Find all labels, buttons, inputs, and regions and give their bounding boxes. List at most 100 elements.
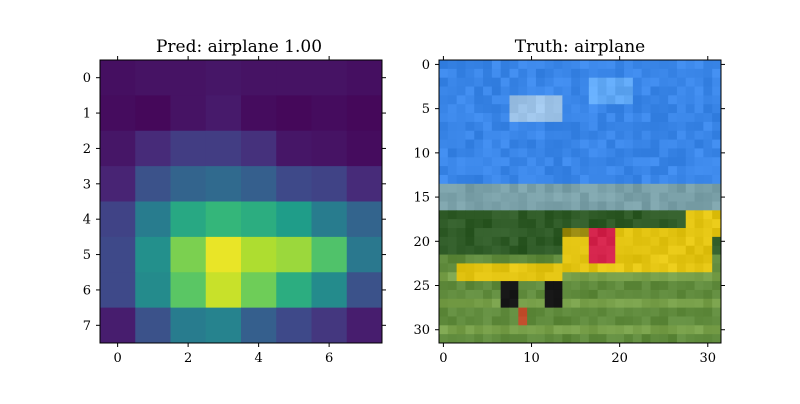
image-pixel [685, 183, 696, 194]
image-pixel [685, 139, 696, 149]
image-pixel [588, 272, 599, 282]
image-pixel [632, 130, 643, 141]
image-pixel [597, 174, 607, 185]
image-pixel [659, 316, 669, 326]
image-pixel [712, 245, 722, 256]
image-pixel [668, 113, 678, 123]
image-pixel [659, 148, 669, 158]
image-pixel [712, 139, 722, 149]
image-pixel [659, 104, 669, 114]
image-pixel [597, 201, 607, 211]
image-pixel [456, 139, 466, 149]
image-pixel [518, 201, 528, 211]
image-pixel [624, 183, 634, 194]
image-pixel [500, 157, 510, 167]
image-pixel [509, 130, 519, 141]
image-pixel [474, 68, 484, 79]
image-pixel [668, 236, 678, 247]
image-pixel [456, 86, 466, 96]
image-pixel [597, 130, 607, 141]
heatmap-cell [276, 166, 312, 202]
image-pixel [624, 86, 634, 96]
image-pixel [668, 174, 678, 185]
image-pixel [553, 316, 563, 326]
image-pixel [650, 139, 660, 149]
image-pixel [694, 219, 704, 229]
image-pixel [712, 148, 722, 158]
image-pixel [641, 174, 651, 185]
x-tick-label: 4 [254, 351, 262, 366]
image-pixel [544, 263, 555, 273]
heatmap-cell [100, 130, 136, 167]
image-pixel [632, 183, 643, 194]
image-pixel [624, 166, 634, 176]
image-pixel [703, 210, 713, 220]
image-pixel [597, 228, 607, 238]
image-pixel [553, 95, 563, 105]
image-pixel [439, 289, 449, 300]
image-pixel [562, 298, 572, 309]
image-pixel [685, 130, 696, 141]
image-pixel [615, 316, 625, 326]
image-pixel [597, 245, 607, 256]
image-pixel [474, 86, 484, 96]
image-pixel [439, 157, 449, 167]
image-pixel [465, 201, 475, 211]
image-pixel [465, 245, 475, 256]
heatmap-cell [100, 272, 136, 309]
image-pixel [518, 130, 528, 141]
image-pixel [491, 60, 502, 70]
heatmap-cell [170, 307, 207, 344]
image-pixel [588, 121, 599, 132]
image-pixel [439, 316, 449, 326]
image-pixel [518, 121, 528, 132]
image-pixel [474, 166, 484, 176]
image-pixel [712, 210, 722, 220]
image-pixel [500, 263, 510, 273]
image-pixel [597, 121, 607, 132]
image-pixel [685, 289, 696, 300]
image-pixel [624, 272, 634, 282]
image-pixel [624, 325, 634, 335]
image-pixel [615, 263, 625, 273]
heatmap-cell [135, 201, 171, 238]
image-pixel [544, 121, 555, 132]
image-pixel [624, 139, 634, 149]
image-pixel [685, 254, 696, 264]
image-pixel [518, 316, 528, 326]
image-pixel [456, 95, 466, 105]
image-pixel [597, 334, 607, 344]
image-pixel [606, 245, 616, 256]
image-pixel [544, 219, 555, 229]
image-pixel [606, 289, 616, 300]
image-pixel [632, 86, 643, 96]
image-pixel [456, 210, 466, 220]
image-pixel [509, 86, 519, 96]
image-pixel [668, 86, 678, 96]
image-pixel [500, 86, 510, 96]
image-pixel [676, 281, 687, 291]
image-pixel [509, 219, 519, 229]
image-pixel [544, 104, 555, 114]
image-pixel [535, 210, 546, 220]
image-pixel [465, 121, 475, 132]
image-pixel [509, 334, 519, 344]
image-pixel [694, 254, 704, 264]
image-pixel [518, 183, 528, 194]
image-pixel [676, 210, 687, 220]
image-pixel [615, 86, 625, 96]
image-pixel [641, 228, 651, 238]
image-pixel [509, 228, 519, 238]
image-pixel [624, 219, 634, 229]
image-pixel [571, 219, 581, 229]
image-pixel [491, 192, 502, 202]
image-pixel [632, 60, 643, 70]
image-pixel [685, 316, 696, 326]
image-pixel [659, 263, 669, 273]
image-pixel [544, 139, 555, 149]
image-pixel [509, 298, 519, 309]
image-pixel [509, 183, 519, 194]
image-pixel [447, 316, 458, 326]
image-pixel [606, 148, 616, 158]
